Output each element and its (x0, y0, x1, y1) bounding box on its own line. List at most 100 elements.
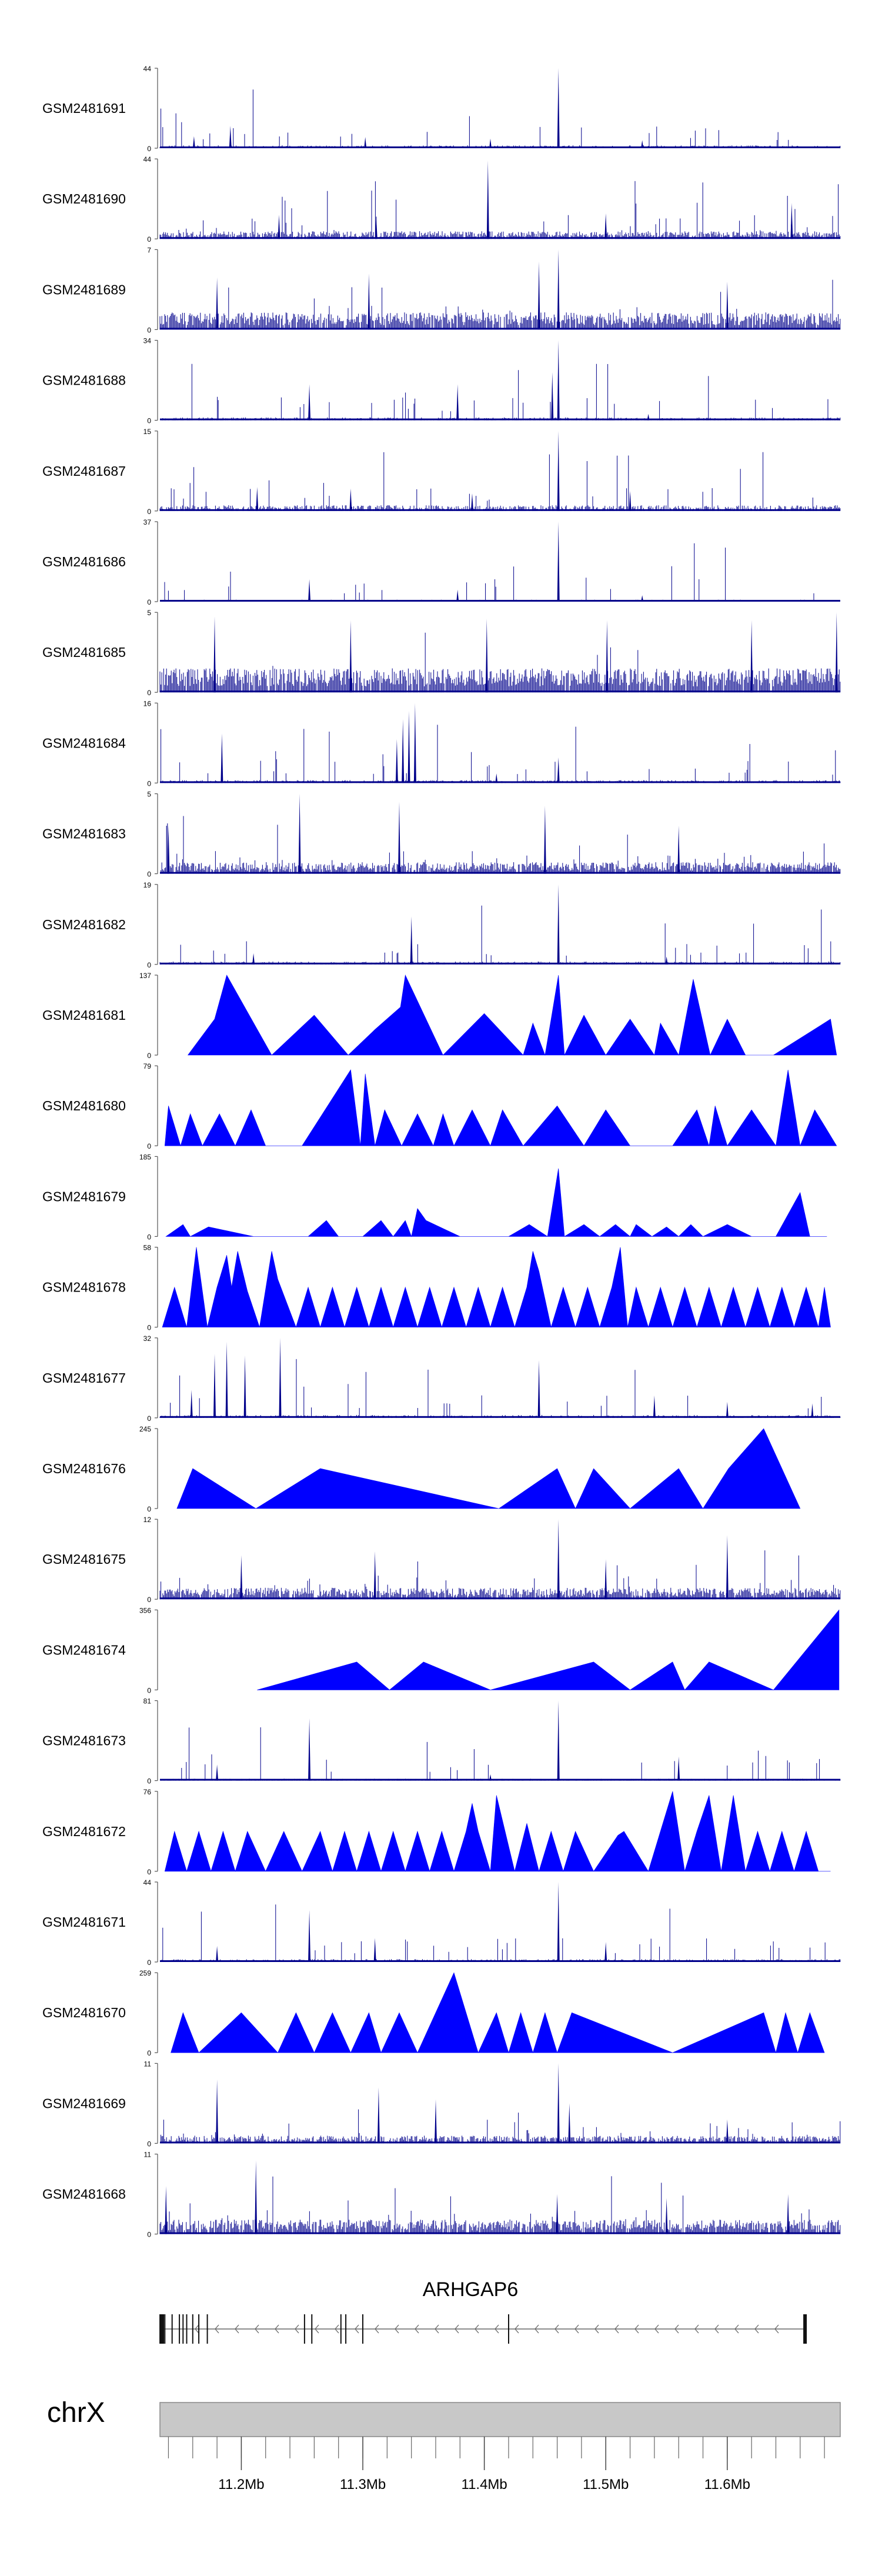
gene-exon (206, 2314, 208, 2344)
y-zero-label: 0 (147, 145, 151, 153)
signal-peak (726, 1535, 729, 1600)
signal-peak (308, 1910, 311, 1962)
y-max-label: 81 (143, 1697, 152, 1706)
track-label: GSM2481691 (42, 101, 126, 116)
y-zero-label: 0 (147, 1052, 151, 1060)
strand-chevron (375, 2324, 379, 2334)
signal-baseline (160, 418, 840, 421)
strand-chevron (355, 2324, 359, 2334)
signal-peak (349, 620, 352, 693)
signal-peak (557, 522, 560, 602)
signal-peak (557, 1882, 560, 1962)
signal-peak (213, 616, 216, 693)
signal-bars (161, 543, 840, 602)
signal-bars (161, 363, 841, 421)
signal-peak (787, 2194, 790, 2234)
y-max-label: 44 (143, 1878, 152, 1887)
signal-peak (243, 1355, 246, 1418)
y-max-label: 185 (139, 1153, 151, 1161)
track-label: GSM2481679 (42, 1189, 126, 1204)
track-label: GSM2481677 (42, 1370, 126, 1386)
signal-bars (159, 452, 841, 511)
gene-name: ARHGAP6 (423, 2278, 519, 2301)
signal-peak (167, 826, 170, 874)
signal-peak (375, 216, 377, 239)
y-zero-label: 0 (147, 1686, 151, 1694)
axis-tick-label: 11.3Mb (340, 2477, 386, 2492)
track-label: GSM2481671 (42, 1914, 126, 1930)
strand-chevron (335, 2324, 339, 2334)
signal-baseline (160, 1778, 840, 1781)
signal-peak (279, 1337, 282, 1418)
signal-peak (835, 612, 838, 693)
ideogram-band (159, 2402, 841, 2437)
signal-peak (750, 620, 753, 693)
signal-baseline (160, 1597, 840, 1600)
gene-exon (345, 2314, 347, 2344)
signal-baseline (160, 1416, 840, 1418)
track-GSM2481675: GSM2481675 12 0 (42, 1516, 841, 1604)
y-zero-label: 0 (147, 326, 151, 334)
y-zero-label: 0 (147, 1414, 151, 1423)
strand-chevron (594, 2324, 599, 2334)
signal-peak (216, 278, 219, 330)
signal-peak (190, 1390, 193, 1418)
signal-baseline (160, 690, 840, 693)
track-GSM2481682: GSM2481682 19 0 (42, 881, 841, 969)
track-GSM2481680: GSM2481680 79 0 (42, 1062, 837, 1150)
signal-baseline (160, 1960, 840, 1962)
signal-peak (255, 2160, 258, 2234)
strand-chevron (495, 2324, 499, 2334)
signal-peak (256, 487, 259, 511)
signal-peak (298, 793, 301, 874)
signal-peak (395, 739, 398, 783)
y-max-label: 356 (139, 1606, 151, 1614)
signal-peak (568, 2103, 571, 2144)
signal-area (162, 1247, 831, 1328)
strand-chevron (215, 2324, 219, 2334)
strand-chevron (554, 2324, 559, 2334)
y-max-label: 5 (147, 609, 151, 617)
signal-peak (677, 1756, 680, 1781)
signal-peak (557, 1700, 560, 1781)
strand-chevron (315, 2324, 319, 2334)
signal-baseline (160, 781, 840, 783)
signal-area (257, 1609, 840, 1690)
chromosome-label: chrX (47, 2397, 105, 2428)
track-label: GSM2481676 (42, 1461, 126, 1476)
signal-peak (653, 1395, 656, 1418)
track-GSM2481689: GSM2481689 7 0 (42, 246, 841, 334)
y-zero-label: 0 (147, 689, 151, 697)
strand-chevron (455, 2324, 459, 2334)
signal-peak (486, 160, 489, 239)
signal-peak (225, 1342, 228, 1418)
strand-chevron (415, 2324, 419, 2334)
y-zero-label: 0 (147, 779, 151, 788)
signal-area (164, 1069, 837, 1147)
signal-peak (790, 203, 793, 239)
axis-tick-label: 11.4Mb (462, 2477, 507, 2492)
strand-chevron (395, 2324, 399, 2334)
signal-peak (349, 488, 352, 511)
signal-peak (604, 1559, 607, 1600)
signal-bars (161, 1727, 841, 1781)
signal-peak (557, 757, 560, 783)
y-max-label: 44 (143, 65, 152, 73)
signal-peak (407, 711, 410, 783)
y-zero-label: 0 (147, 1505, 151, 1513)
signal-peak (456, 589, 459, 602)
strand-chevron (714, 2324, 719, 2334)
strand-chevron (514, 2324, 519, 2334)
signal-peak (165, 2186, 168, 2234)
y-zero-label: 0 (147, 508, 151, 516)
signal-bars (159, 279, 841, 330)
track-GSM2481679: GSM2481679 185 0 (42, 1153, 827, 1241)
signal-peak (252, 953, 255, 965)
track-GSM2481676: GSM2481676 245 0 (42, 1425, 801, 1513)
y-max-label: 15 (143, 428, 152, 436)
signal-peak (413, 703, 416, 783)
track-label: GSM2481690 (42, 191, 126, 206)
strand-chevron (255, 2324, 259, 2334)
strand-chevron (534, 2324, 539, 2334)
